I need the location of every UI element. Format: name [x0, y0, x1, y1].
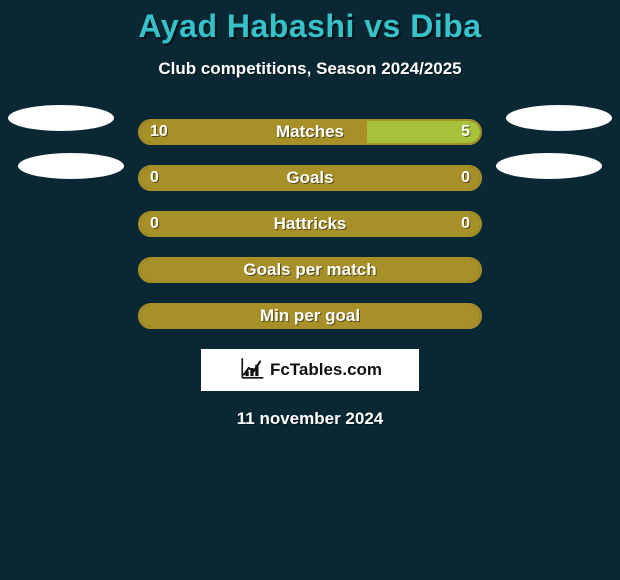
- stat-row: Min per goal: [0, 303, 620, 329]
- bar-left-fill: [140, 259, 480, 281]
- bar-track: [138, 165, 482, 191]
- bar-left-fill: [140, 213, 480, 235]
- chart-icon: [238, 355, 266, 386]
- bar-track: [138, 257, 482, 283]
- bar-left-fill: [140, 305, 480, 327]
- infographic: Ayad Habashi vs Diba Club competitions, …: [0, 0, 620, 580]
- page-subtitle: Club competitions, Season 2024/2025: [0, 59, 620, 79]
- bar-track: [138, 303, 482, 329]
- bar-track: [138, 119, 482, 145]
- stat-row: 10 Matches 5: [0, 119, 620, 145]
- bar-left-fill: [140, 167, 480, 189]
- stat-row: 0 Hattricks 0: [0, 211, 620, 237]
- date-text: 11 november 2024: [0, 409, 620, 429]
- bar-right-fill: [367, 121, 480, 143]
- page-title: Ayad Habashi vs Diba: [0, 0, 620, 45]
- branding-text: FcTables.com: [270, 360, 382, 380]
- stat-row: Goals per match: [0, 257, 620, 283]
- bar-left-fill: [140, 121, 367, 143]
- branding-badge: FcTables.com: [201, 349, 419, 391]
- bar-track: [138, 211, 482, 237]
- comparison-rows: 10 Matches 5 0 Goals 0 0 Hattricks 0: [0, 119, 620, 329]
- stat-row: 0 Goals 0: [0, 165, 620, 191]
